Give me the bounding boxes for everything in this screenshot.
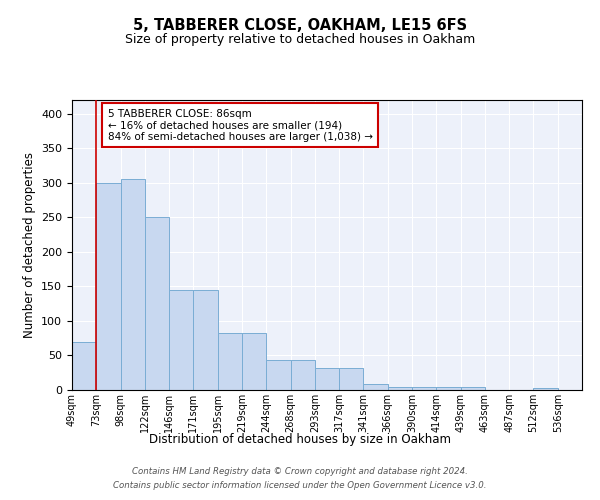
Bar: [169, 290, 193, 390]
Bar: [412, 386, 436, 390]
Bar: [364, 384, 388, 390]
Text: Contains HM Land Registry data © Crown copyright and database right 2024.: Contains HM Land Registry data © Crown c…: [132, 468, 468, 476]
Bar: [315, 368, 339, 390]
Text: Size of property relative to detached houses in Oakham: Size of property relative to detached ho…: [125, 32, 475, 46]
Bar: [533, 388, 558, 390]
Bar: [436, 386, 461, 390]
Bar: [193, 290, 218, 390]
Y-axis label: Number of detached properties: Number of detached properties: [23, 152, 35, 338]
Bar: [242, 334, 266, 390]
Bar: [72, 342, 96, 390]
Bar: [388, 386, 412, 390]
Bar: [121, 180, 145, 390]
Text: 5, TABBERER CLOSE, OAKHAM, LE15 6FS: 5, TABBERER CLOSE, OAKHAM, LE15 6FS: [133, 18, 467, 32]
Bar: [145, 218, 169, 390]
Bar: [339, 368, 364, 390]
Bar: [290, 360, 315, 390]
Text: Contains public sector information licensed under the Open Government Licence v3: Contains public sector information licen…: [113, 481, 487, 490]
Bar: [266, 360, 290, 390]
Bar: [461, 386, 485, 390]
Text: Distribution of detached houses by size in Oakham: Distribution of detached houses by size …: [149, 432, 451, 446]
Bar: [96, 183, 121, 390]
Bar: [218, 334, 242, 390]
Text: 5 TABBERER CLOSE: 86sqm
← 16% of detached houses are smaller (194)
84% of semi-d: 5 TABBERER CLOSE: 86sqm ← 16% of detache…: [108, 108, 373, 142]
